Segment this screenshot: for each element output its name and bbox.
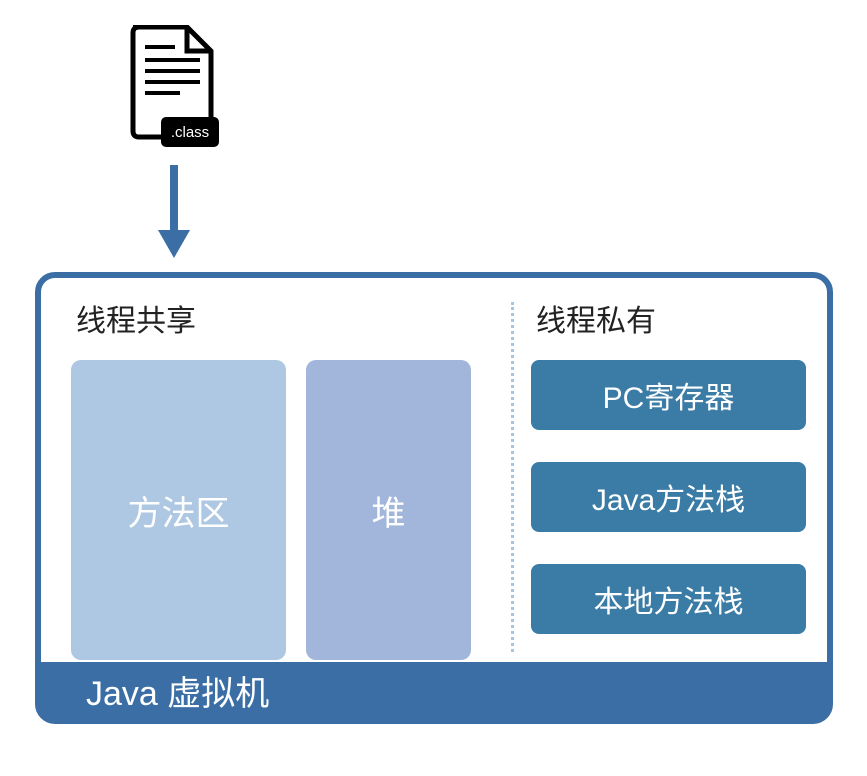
heap-box: 堆 — [306, 360, 471, 660]
thread-shared-section: 线程共享 方法区 堆 — [71, 296, 501, 656]
pc-register-box: PC寄存器 — [531, 360, 806, 430]
native-stack-box: 本地方法栈 — [531, 564, 806, 634]
thread-private-section: 线程私有 PC寄存器 Java方法栈 本地方法栈 — [531, 296, 806, 656]
heap-label: 堆 — [372, 486, 406, 535]
class-file-icon: .class — [125, 25, 220, 155]
method-area-box: 方法区 — [71, 360, 286, 660]
jvm-footer: Java 虚拟机 — [41, 662, 827, 718]
pc-register-label: PC寄存器 — [603, 373, 735, 417]
thread-shared-title: 线程共享 — [71, 296, 501, 340]
method-area-label: 方法区 — [128, 486, 230, 535]
java-stack-label: Java方法栈 — [592, 475, 745, 519]
native-stack-label: 本地方法栈 — [594, 577, 744, 621]
section-divider — [511, 302, 514, 652]
thread-private-title: 线程私有 — [531, 296, 806, 340]
jvm-title: Java 虚拟机 — [86, 666, 269, 715]
file-extension-text: .class — [171, 124, 209, 141]
java-stack-box: Java方法栈 — [531, 462, 806, 532]
jvm-container: 线程共享 方法区 堆 线程私有 PC寄存器 Java方法栈 — [35, 272, 833, 724]
input-arrow — [158, 165, 188, 260]
